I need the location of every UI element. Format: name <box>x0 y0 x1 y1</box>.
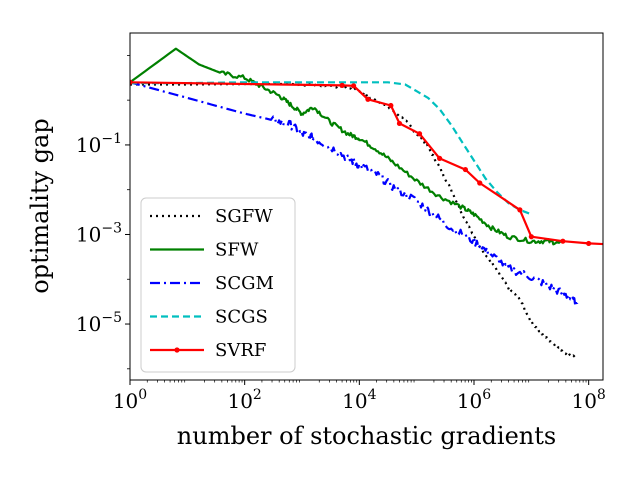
series-line-scgs <box>130 81 532 216</box>
legend-marker <box>174 347 180 353</box>
y-tick-label: 10−5 <box>76 310 122 336</box>
series-line-sfw <box>130 47 561 246</box>
series-point-svrf <box>437 155 443 161</box>
series-point-svrf <box>528 234 534 240</box>
series-line-scgm <box>130 81 579 308</box>
plot-frame <box>129 32 604 381</box>
series-point-svrf <box>365 96 371 102</box>
legend-label-scgm: SCGM <box>215 273 274 294</box>
legend-box <box>140 197 296 373</box>
legend-label-svrf: SVRF <box>215 340 266 361</box>
y-axis-label: optimality gap <box>26 118 54 293</box>
series-point-svrf <box>339 82 345 88</box>
y-tick-label: 10−1 <box>76 131 122 157</box>
series-point-svrf <box>517 207 523 213</box>
series-point-svrf <box>416 131 423 137</box>
x-tick-label: 104 <box>342 387 376 413</box>
y-tick-label: 10−3 <box>76 220 122 246</box>
series-point-svrf <box>388 102 394 109</box>
series-point-svrf <box>351 83 357 89</box>
x-tick-label: 102 <box>227 387 261 413</box>
legend: SGFW SFW SCGM SCGS SVRF <box>140 197 296 373</box>
legend-label-sgfw: SGFW <box>215 206 273 227</box>
x-axis-ticks: 100 102 104 106 108 <box>113 380 606 413</box>
x-tick-label: 108 <box>571 387 605 413</box>
series-layer <box>130 47 603 359</box>
series-point-svrf <box>477 180 483 186</box>
x-tick-label: 100 <box>113 387 147 413</box>
y-axis-ticks: 10−1 10−3 10−5 <box>76 54 130 370</box>
series-point-svrf <box>462 166 468 173</box>
series-point-svrf <box>130 79 133 85</box>
series-point-svrf <box>560 238 566 244</box>
series-point-svrf <box>586 240 592 247</box>
x-axis-label: number of stochastic gradients <box>177 422 556 450</box>
x-tick-label: 106 <box>457 387 491 413</box>
legend-label-sfw: SFW <box>215 240 259 261</box>
legend-label-scgs: SCGS <box>215 307 268 328</box>
series-point-svrf <box>396 120 403 127</box>
